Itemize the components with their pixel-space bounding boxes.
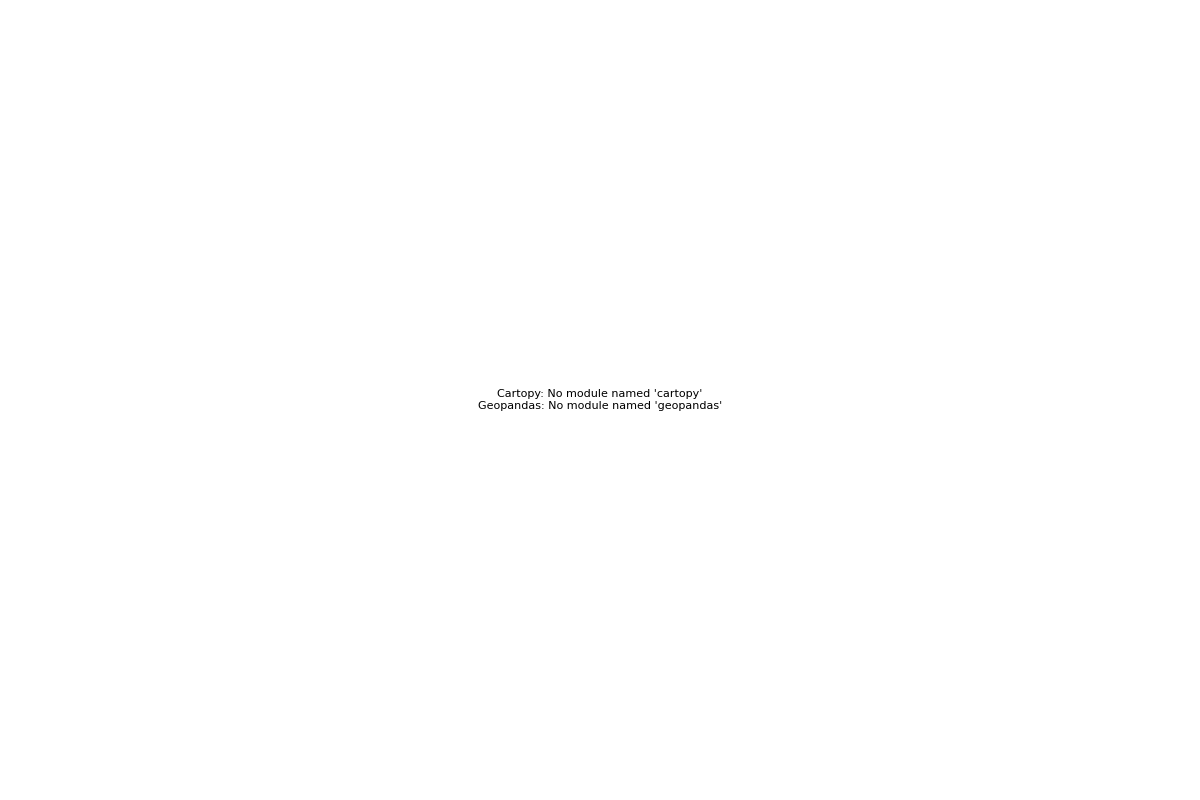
Text: Cartopy: No module named 'cartopy'
Geopandas: No module named 'geopandas': Cartopy: No module named 'cartopy' Geopa… [478, 389, 722, 411]
